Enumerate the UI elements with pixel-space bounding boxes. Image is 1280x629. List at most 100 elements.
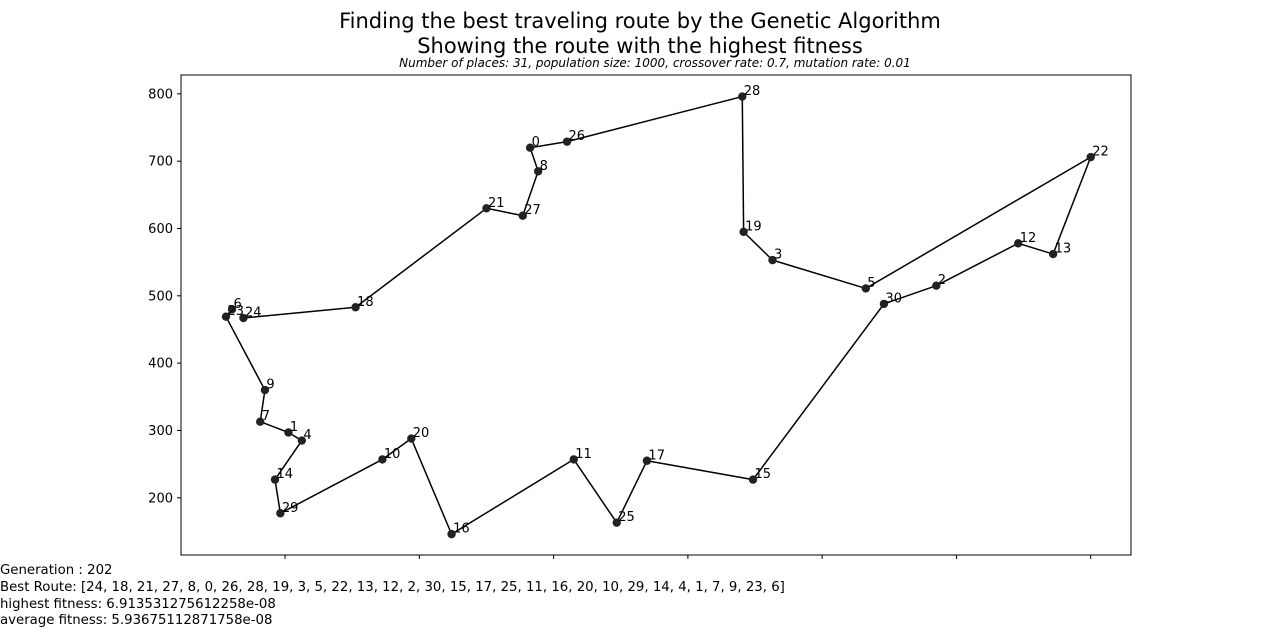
- route-point: [738, 92, 747, 101]
- average-fitness-text: average fitness: 5.93675112871758e-08: [0, 613, 273, 628]
- point-label: 10: [384, 447, 401, 462]
- route-point: [1048, 249, 1058, 259]
- point-label: 30: [885, 291, 902, 306]
- point-label: 2: [938, 273, 946, 288]
- route-point: [569, 455, 578, 464]
- route-point: [227, 305, 237, 314]
- route-segment: [646, 460, 754, 481]
- route-point: [768, 255, 777, 265]
- route-point: [351, 303, 360, 312]
- chart-title: Finding the best traveling route by the …: [339, 9, 941, 33]
- route-segment: [865, 156, 1092, 290]
- point-label: 5: [867, 276, 875, 291]
- route-segment: [225, 316, 266, 391]
- point-label: 14: [276, 467, 293, 482]
- route-point: [533, 167, 543, 176]
- y-tick-label: 400: [148, 357, 173, 372]
- route-point: [256, 417, 265, 426]
- point-label: 18: [357, 295, 374, 310]
- route-segment: [274, 479, 282, 514]
- point-label: 15: [755, 467, 772, 482]
- route-point: [879, 299, 889, 309]
- axes: 2004006008001000120014002003004005006007…: [148, 74, 1132, 559]
- y-tick-label: 800: [148, 87, 173, 102]
- route-segment: [355, 207, 487, 308]
- route-segment: [741, 96, 745, 232]
- route-point: [276, 509, 285, 518]
- route-segment: [772, 259, 867, 290]
- y-tick-label: 700: [148, 155, 173, 170]
- route-point: [378, 455, 387, 464]
- point-label: 0: [532, 135, 540, 150]
- point-label: 21: [488, 196, 505, 211]
- chart-title-line-2: Showing the route with the highest fitne…: [417, 34, 863, 58]
- point-label: 22: [1092, 145, 1109, 160]
- point-label: 3: [774, 248, 782, 263]
- route-point: [612, 518, 621, 527]
- plot-frame: [180, 74, 1132, 556]
- route-segment: [566, 95, 743, 143]
- point-label: 25: [618, 510, 635, 525]
- route-point: [297, 436, 307, 445]
- point-label: 20: [413, 426, 430, 441]
- route-segment: [259, 421, 289, 434]
- route-point: [739, 227, 748, 237]
- point-label: 23: [227, 304, 244, 319]
- route-point: [447, 529, 456, 539]
- route-segment: [280, 458, 383, 514]
- route-segment: [935, 242, 1019, 287]
- route-point: [221, 312, 231, 321]
- route-point: [1014, 239, 1023, 248]
- point-label: 12: [1020, 231, 1037, 246]
- route-point: [239, 313, 248, 323]
- route-segment: [743, 231, 774, 261]
- point-label: 27: [524, 203, 541, 218]
- route-point: [642, 456, 652, 465]
- route-point: [518, 211, 527, 220]
- y-tick-label: 500: [148, 289, 173, 304]
- route-segment: [410, 438, 453, 535]
- route-segment: [381, 437, 412, 461]
- point-label: 9: [266, 378, 274, 393]
- point-label: 17: [648, 448, 665, 463]
- highest-fitness-text: highest fitness: 6.913531275612258e-08: [0, 597, 276, 612]
- route-segment: [573, 458, 618, 524]
- route-segment: [486, 207, 523, 217]
- point-label: 28: [744, 84, 761, 99]
- chart-subtitle: Number of places: 31, population size: 1…: [399, 56, 911, 70]
- point-label: 4: [303, 428, 311, 443]
- route-segment: [1052, 156, 1092, 255]
- point-label: 24: [245, 306, 262, 321]
- route-segment: [752, 303, 885, 481]
- route-point: [861, 284, 871, 293]
- route-point: [284, 428, 293, 437]
- point-label: 13: [1055, 242, 1072, 257]
- route-segment: [616, 460, 648, 524]
- route-lines: [225, 95, 1092, 535]
- point-label: 19: [745, 219, 762, 234]
- y-tick-label: 300: [148, 424, 173, 439]
- route-point: [482, 204, 491, 213]
- route-segment: [451, 458, 575, 535]
- route-point: [260, 385, 270, 395]
- route-point: [1086, 152, 1095, 162]
- route-point: [932, 281, 941, 290]
- route-segment: [259, 389, 266, 422]
- route-segment: [243, 306, 356, 319]
- route-point: [407, 434, 416, 443]
- point-label: 29: [282, 501, 299, 516]
- point-label: 8: [540, 159, 548, 174]
- generation-text: Generation : 202: [0, 563, 113, 578]
- route-point: [525, 143, 535, 152]
- route-segment: [1017, 242, 1054, 255]
- route-segment: [522, 171, 539, 216]
- point-label: 26: [569, 129, 586, 144]
- route-segment: [883, 285, 937, 305]
- route-point: [562, 137, 572, 146]
- point-label: 1: [290, 420, 298, 435]
- route-points: [221, 92, 1095, 539]
- route-point: [748, 475, 758, 484]
- point-label: 16: [453, 522, 470, 537]
